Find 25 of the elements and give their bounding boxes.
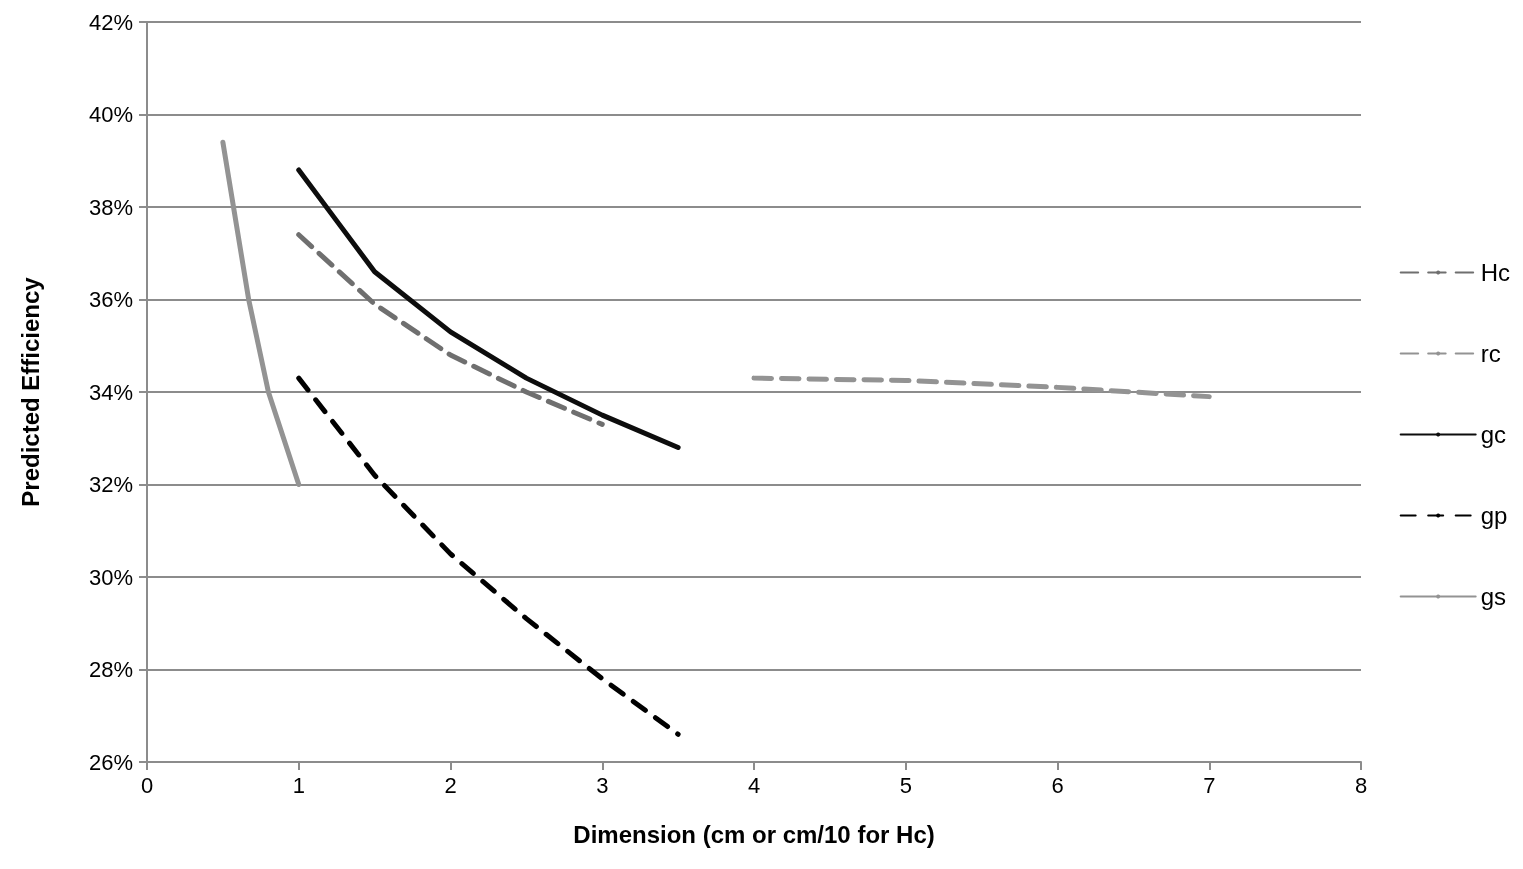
y-tick-label: 42%	[88, 9, 133, 35]
y-tick-label: 26%	[88, 749, 133, 775]
x-tick-label: 5	[899, 772, 912, 798]
y-tick-label: 28%	[88, 657, 133, 682]
y-tick-label: 40%	[88, 102, 133, 127]
legend-label: Hc	[1480, 259, 1511, 286]
y-tick-label: 30%	[88, 564, 133, 590]
x-tick-label: 8	[1354, 772, 1368, 798]
x-axis-title: Dimension (cm or cm/10 for Hc)	[573, 820, 935, 848]
x-tick-label: 4	[747, 772, 761, 798]
x-tick-label: 6	[1051, 772, 1064, 798]
x-tick-label: 7	[1203, 772, 1216, 798]
y-tick-label: 34%	[88, 379, 133, 405]
x-tick-label: 1	[292, 772, 305, 798]
x-tick-label: 3	[596, 772, 609, 798]
y-tick-label: 38%	[88, 194, 133, 220]
legend-label: gc	[1480, 421, 1507, 448]
y-axis-title: Predicted Efficiency	[16, 276, 44, 507]
legend-label: gs	[1480, 583, 1507, 610]
x-tick-label: 2	[444, 772, 457, 798]
legend-label: rc	[1480, 340, 1501, 367]
y-tick-label: 36%	[88, 287, 133, 312]
y-tick-label: 32%	[88, 472, 133, 497]
legend-label: gp	[1480, 502, 1508, 529]
x-tick-label: 0	[140, 772, 154, 798]
